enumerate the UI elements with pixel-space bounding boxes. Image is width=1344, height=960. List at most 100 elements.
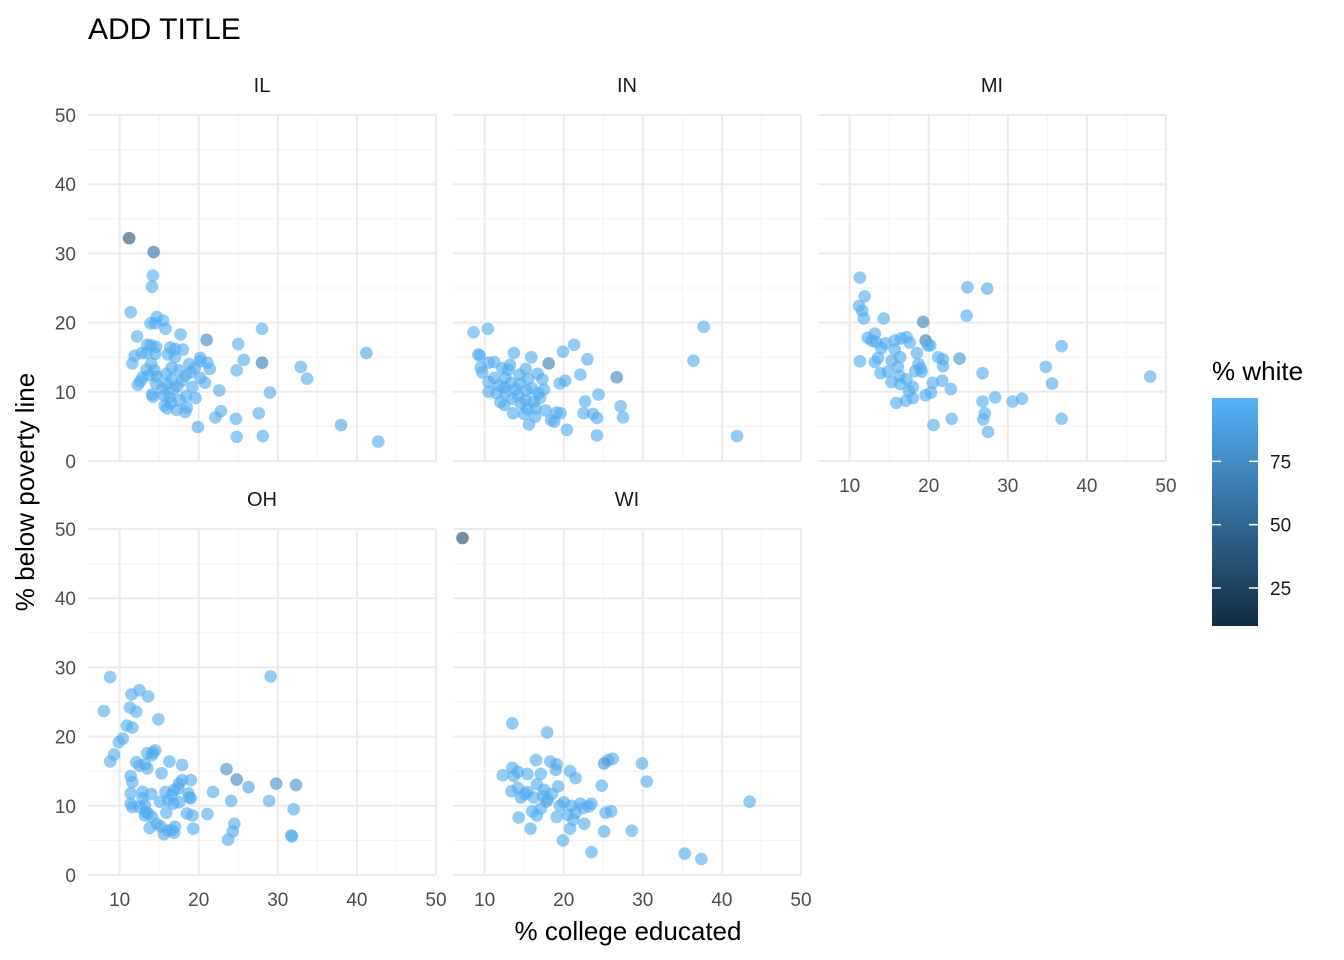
data-point (285, 829, 299, 843)
data-point (125, 721, 139, 734)
data-point (159, 322, 172, 336)
y-tick-label: 10 (55, 797, 76, 818)
data-point (294, 360, 308, 374)
data-point (697, 320, 711, 334)
x-tick-label: 30 (267, 890, 288, 911)
data-point (1055, 339, 1068, 353)
data-point (163, 755, 176, 768)
x-tick-label: 50 (425, 890, 446, 911)
data-point (547, 415, 561, 428)
chart-title: ADD TITLE (88, 13, 241, 46)
y-tick-label: 20 (55, 314, 76, 335)
data-point (178, 405, 192, 419)
data-point (129, 705, 143, 718)
data-point (910, 346, 924, 360)
y-tick-label: 30 (55, 244, 76, 265)
data-point (868, 355, 882, 369)
data-point (687, 354, 700, 367)
data-point (255, 356, 269, 370)
data-point (230, 430, 243, 444)
y-tick-label: 50 (55, 520, 76, 541)
data-point (915, 365, 928, 379)
data-point (1015, 392, 1029, 406)
data-point (148, 316, 162, 330)
data-point (153, 795, 167, 808)
y-tick-label: 50 (55, 106, 76, 127)
data-point (124, 787, 138, 800)
data-point (945, 412, 958, 426)
data-point (553, 377, 567, 390)
data-point (198, 376, 212, 390)
data-point (625, 824, 639, 838)
legend-tick-label: 75 (1270, 452, 1291, 473)
legend-colorbar (1212, 398, 1258, 626)
data-point (289, 778, 303, 792)
data-point (916, 315, 930, 329)
x-tick-label: 30 (632, 890, 653, 911)
data-point (590, 429, 604, 442)
x-tick-label: 50 (790, 890, 811, 911)
x-tick-label: 50 (1155, 476, 1176, 497)
data-point (695, 852, 708, 866)
data-point (874, 366, 887, 380)
data-point (125, 357, 139, 370)
data-point (230, 364, 243, 377)
data-point (556, 834, 570, 847)
x-axis-title: % college educated (515, 916, 742, 946)
data-point (877, 312, 890, 325)
y-tick-label: 10 (55, 383, 76, 404)
data-point (585, 845, 598, 859)
data-point (212, 384, 226, 397)
data-point (360, 346, 373, 360)
y-axis-title: % below poverty line (10, 373, 40, 611)
data-point (148, 347, 162, 361)
data-point (97, 704, 111, 718)
data-point (230, 773, 243, 786)
data-point (498, 398, 511, 412)
data-point (160, 402, 174, 415)
data-point (220, 762, 233, 776)
data-point (640, 775, 654, 788)
data-point (919, 388, 932, 402)
x-tick-label: 40 (346, 890, 367, 911)
y-tick-label: 40 (55, 175, 76, 196)
data-point (550, 810, 563, 824)
data-point (577, 817, 591, 831)
data-point (152, 713, 165, 726)
data-point (988, 391, 1002, 404)
data-point (141, 690, 155, 703)
data-point (186, 822, 200, 835)
data-point (287, 802, 300, 816)
data-point (269, 777, 283, 790)
data-point (103, 755, 117, 768)
data-point (186, 809, 199, 822)
data-point (112, 735, 126, 749)
data-point (1055, 412, 1068, 426)
data-point (903, 336, 917, 349)
x-tick-label: 10 (474, 890, 495, 911)
data-point (147, 245, 160, 259)
data-point (203, 362, 217, 376)
data-point (524, 822, 537, 835)
data-point (206, 785, 220, 799)
data-point (853, 355, 867, 368)
data-point (124, 305, 138, 319)
data-point (534, 767, 548, 781)
y-tick-label: 20 (55, 728, 76, 749)
data-point (935, 374, 949, 388)
data-point (927, 418, 940, 432)
data-point (131, 378, 145, 392)
facet-strip-label: WI (615, 489, 639, 511)
data-point (161, 824, 175, 838)
data-point (961, 281, 974, 294)
data-point (890, 396, 903, 410)
data-point (577, 406, 590, 420)
legend-tick-label: 25 (1270, 579, 1291, 600)
data-point (456, 531, 469, 545)
data-point (944, 382, 958, 396)
data-point (936, 359, 950, 373)
data-point (556, 345, 570, 358)
data-point (512, 811, 525, 824)
data-point (858, 290, 871, 303)
